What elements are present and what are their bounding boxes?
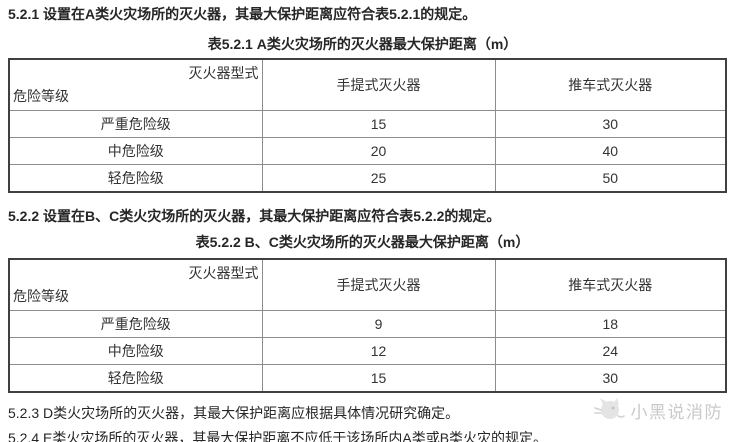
table-row: 轻危险级 25 50	[8, 164, 727, 193]
cell-value: 25	[261, 164, 496, 193]
column-header-portable: 手提式灭火器	[261, 258, 496, 311]
table-row: 严重危险级 9 18	[8, 310, 727, 338]
corner-label-type: 灭火器型式	[188, 65, 259, 81]
corner-label-type: 灭火器型式	[188, 265, 259, 281]
corner-label-hazard: 危险等级	[13, 288, 69, 304]
table-row: 严重危险级 15 30	[8, 110, 727, 138]
table-5-2-2-title: 表5.2.2 B、C类火灾场所的灭火器最大保护距离（m）	[195, 234, 530, 250]
row-label: 中危险级	[8, 137, 263, 165]
watermark: 小黑说消防	[593, 395, 724, 426]
cell-value: 40	[494, 137, 727, 165]
cell-value: 24	[494, 337, 727, 365]
clause-5-2-1: 5.2.1 设置在A类火灾场所的灭火器，其最大保护距离应符合表5.2.1的规定。	[8, 6, 477, 22]
column-header-wheeled: 推车式灭火器	[494, 58, 727, 111]
cell-value: 30	[494, 364, 727, 393]
watermark-text: 小黑说消防	[630, 403, 723, 422]
column-header-wheeled: 推车式灭火器	[494, 258, 727, 311]
table-row: 轻危险级 15 30	[8, 364, 727, 393]
corner-header-cell: 灭火器型式 危险等级	[8, 258, 263, 311]
cell-value: 12	[261, 337, 496, 365]
cell-value: 20	[261, 137, 496, 165]
corner-header-cell: 灭火器型式 危险等级	[8, 58, 263, 111]
table-row: 中危险级 12 24	[8, 337, 727, 365]
clause-5-2-2: 5.2.2 设置在B、C类火灾场所的灭火器，其最大保护距离应符合表5.2.2的规…	[8, 208, 501, 224]
cat-mascot-icon	[593, 395, 625, 426]
column-header-portable: 手提式灭火器	[261, 58, 496, 111]
cell-value: 18	[494, 310, 727, 338]
cell-value: 9	[261, 310, 496, 338]
cell-value: 30	[494, 110, 727, 138]
row-label: 严重危险级	[8, 310, 263, 338]
row-label: 轻危险级	[8, 364, 263, 393]
table-row: 中危险级 20 40	[8, 137, 727, 165]
row-label: 中危险级	[8, 337, 263, 365]
cell-value: 15	[261, 364, 496, 393]
corner-label-hazard: 危险等级	[13, 88, 69, 104]
row-label: 严重危险级	[8, 110, 263, 138]
table-header-row: 灭火器型式 危险等级 手提式灭火器 推车式灭火器	[8, 258, 727, 311]
cell-value: 50	[494, 164, 727, 193]
clause-5-2-4: 5.2.4 E类火灾场所的灭火器，其最大保护距离不应低于该场所内A类或B类火灾的…	[8, 430, 548, 442]
table-header-row: 灭火器型式 危险等级 手提式灭火器 推车式灭火器	[8, 58, 727, 111]
table-5-2-1: 灭火器型式 危险等级 手提式灭火器 推车式灭火器 严重危险级 15 30 中危险…	[8, 58, 727, 193]
clause-5-2-3: 5.2.3 D类火灾场所的灭火器，其最大保护距离应根据具体情况研究确定。	[8, 405, 460, 421]
table-5-2-2: 灭火器型式 危险等级 手提式灭火器 推车式灭火器 严重危险级 9 18 中危险级…	[8, 258, 727, 393]
cell-value: 15	[261, 110, 496, 138]
table-5-2-1-title: 表5.2.1 A类火灾场所的灭火器最大保护距离（m）	[207, 36, 518, 52]
row-label: 轻危险级	[8, 164, 263, 193]
